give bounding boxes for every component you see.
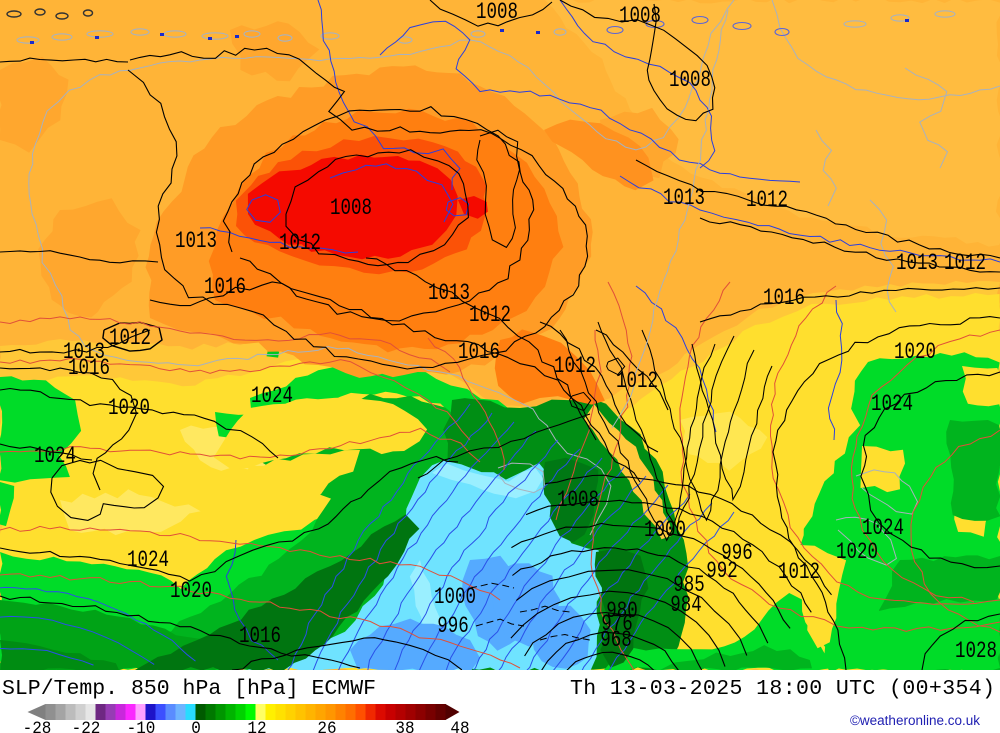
svg-text:1013: 1013: [428, 281, 470, 307]
svg-text:1016: 1016: [763, 286, 805, 312]
svg-text:1024: 1024: [251, 384, 293, 410]
svg-text:1012: 1012: [746, 188, 788, 214]
svg-text:996: 996: [721, 541, 752, 567]
svg-text:1016: 1016: [239, 624, 281, 650]
svg-text:1013: 1013: [63, 340, 105, 366]
svg-text:1012: 1012: [778, 560, 820, 586]
svg-text:1012: 1012: [469, 303, 511, 329]
svg-text:1012: 1012: [554, 354, 596, 380]
svg-text:1013: 1013: [663, 186, 705, 212]
svg-text:1012: 1012: [109, 326, 151, 352]
svg-text:1000: 1000: [644, 518, 686, 544]
svg-text:1013: 1013: [896, 251, 938, 277]
svg-text:976: 976: [601, 612, 632, 638]
svg-text:0: 0: [191, 719, 201, 733]
svg-text:1020: 1020: [108, 396, 150, 422]
svg-text:1000: 1000: [434, 585, 476, 611]
svg-text:1008: 1008: [619, 4, 661, 30]
svg-text:1012: 1012: [944, 251, 986, 277]
svg-text:1028: 1028: [955, 639, 997, 665]
svg-text:1024: 1024: [34, 444, 76, 470]
svg-text:985: 985: [673, 573, 704, 599]
svg-text:1024: 1024: [127, 548, 169, 574]
svg-text:1020: 1020: [894, 340, 936, 366]
svg-text:968: 968: [600, 628, 631, 654]
svg-text:-10: -10: [127, 719, 156, 733]
svg-text:1016: 1016: [68, 356, 110, 382]
svg-text:996: 996: [437, 614, 468, 640]
svg-text:48: 48: [450, 719, 469, 733]
svg-text:992: 992: [706, 559, 737, 585]
svg-text:1012: 1012: [616, 369, 658, 395]
svg-text:1020: 1020: [170, 579, 212, 605]
svg-text:Th 13-03-2025 18:00 UTC (00+35: Th 13-03-2025 18:00 UTC (00+354): [570, 677, 995, 701]
svg-text:12: 12: [247, 719, 266, 733]
svg-text:1024: 1024: [871, 392, 913, 418]
svg-text:1013: 1013: [175, 229, 217, 255]
svg-text:1008: 1008: [557, 488, 599, 514]
svg-text:1016: 1016: [204, 275, 246, 301]
svg-text:-28: -28: [23, 719, 52, 733]
svg-text:980: 980: [606, 599, 637, 625]
svg-text:1012: 1012: [279, 231, 321, 257]
svg-text:1008: 1008: [669, 68, 711, 94]
svg-text:1024: 1024: [862, 516, 904, 542]
svg-text:984: 984: [670, 593, 701, 619]
svg-text:1016: 1016: [458, 340, 500, 366]
svg-text:1008: 1008: [476, 0, 518, 26]
svg-text:©weatheronline.co.uk: ©weatheronline.co.uk: [850, 713, 980, 728]
svg-text:1020: 1020: [836, 540, 878, 566]
svg-text:SLP/Temp. 850 hPa [hPa] ECMWF: SLP/Temp. 850 hPa [hPa] ECMWF: [2, 677, 376, 701]
svg-text:26: 26: [317, 719, 336, 733]
svg-text:38: 38: [395, 719, 414, 733]
svg-text:1008: 1008: [330, 196, 372, 222]
svg-text:-22: -22: [72, 719, 101, 733]
